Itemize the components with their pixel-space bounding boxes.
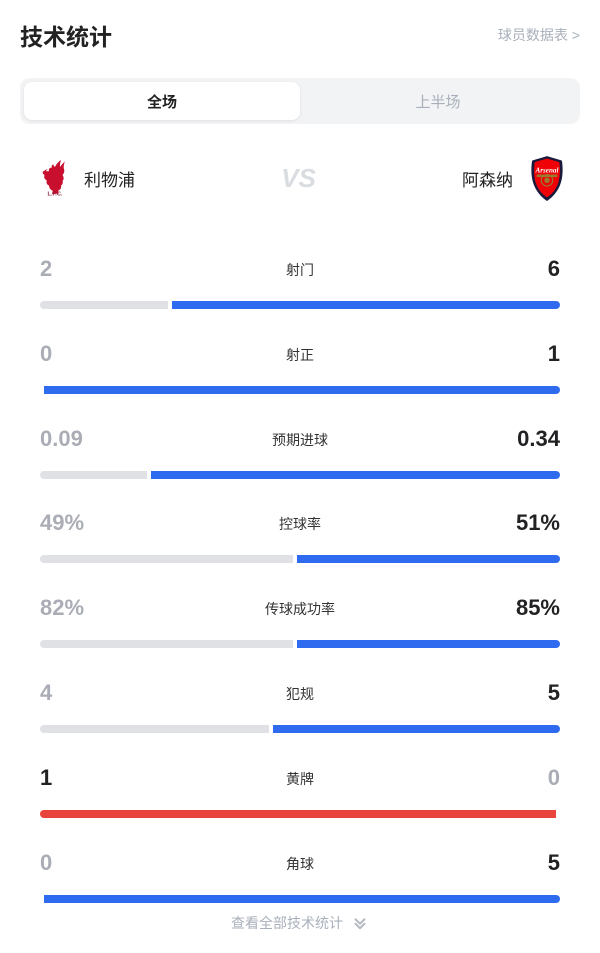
svg-text:Arsenal: Arsenal [535,166,559,174]
svg-text:L.F.C.: L.F.C. [48,191,63,196]
